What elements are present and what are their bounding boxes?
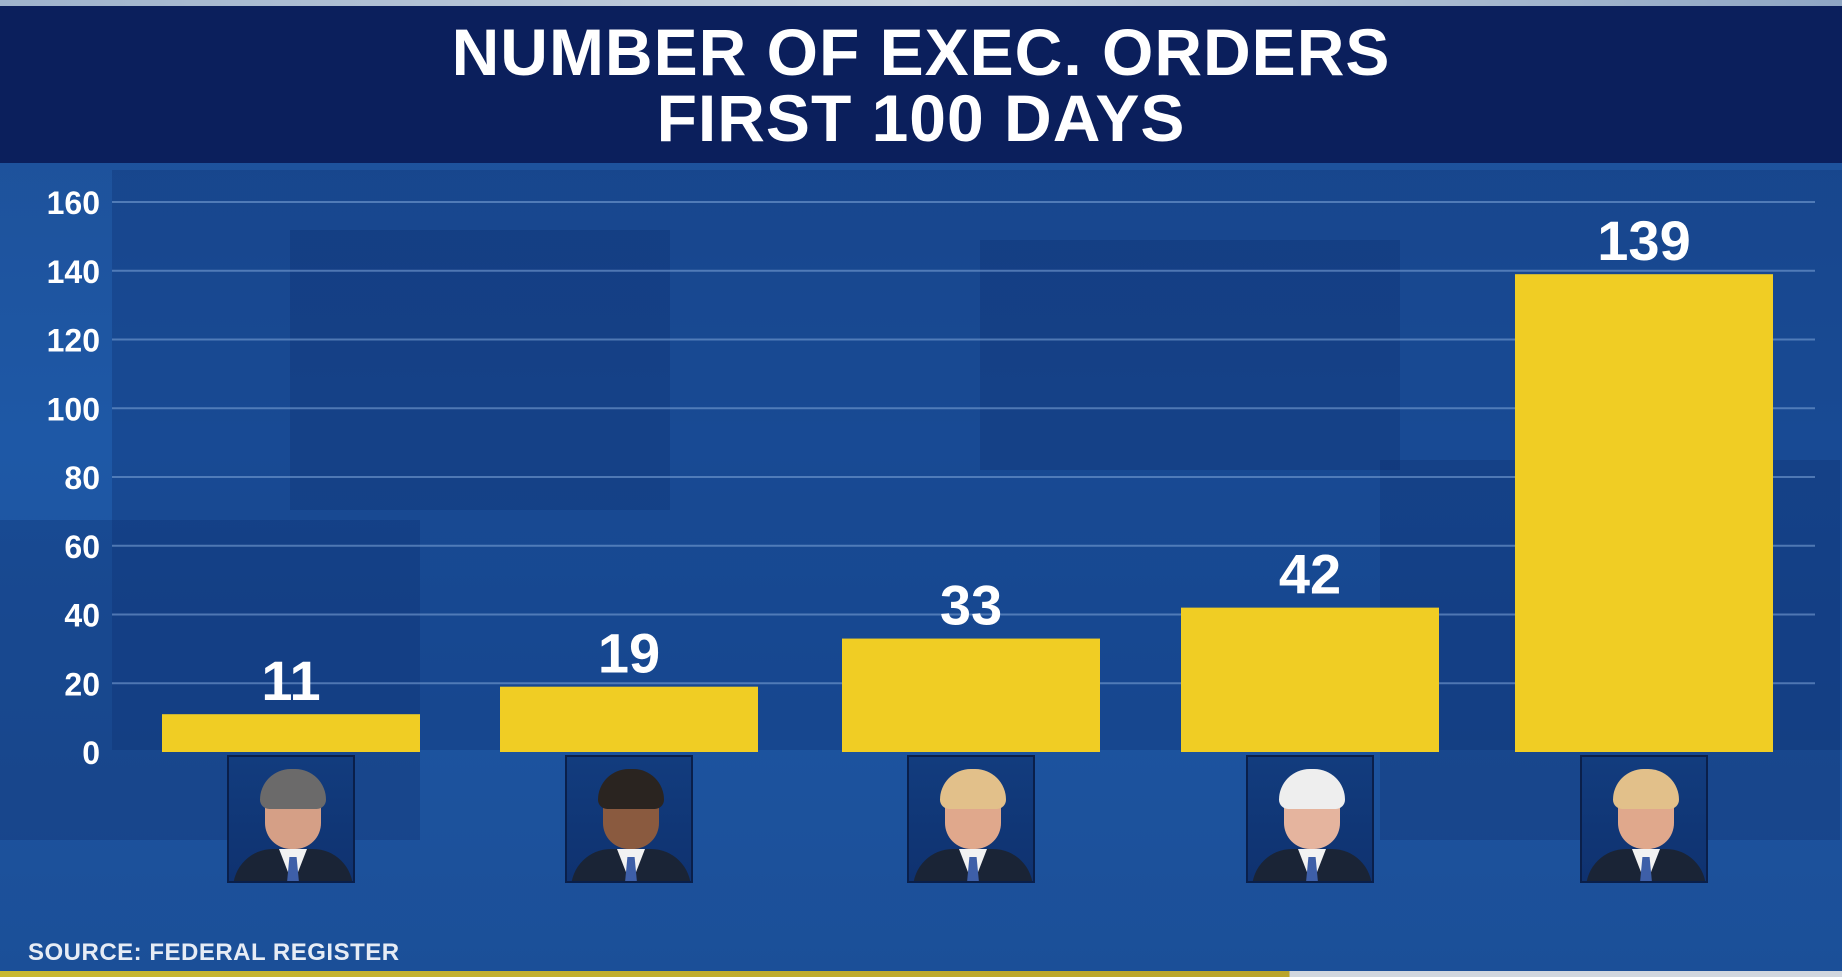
bar xyxy=(1181,607,1439,752)
background-panel xyxy=(290,230,670,510)
data-label: 33 xyxy=(940,574,1002,637)
chart-title-line-1: NUMBER OF EXEC. ORDERS xyxy=(451,14,1391,89)
y-tick-label: 0 xyxy=(82,735,100,771)
president-portrait-1-icon xyxy=(227,755,355,883)
bottom-accent-strip xyxy=(0,971,1842,977)
chart-title-line-2: FIRST 100 DAYS xyxy=(656,80,1186,155)
background-panel xyxy=(980,240,1400,470)
data-label: 11 xyxy=(261,649,320,712)
y-tick-label: 100 xyxy=(47,391,100,427)
y-tick-label: 140 xyxy=(47,254,100,290)
data-label: 19 xyxy=(598,622,660,685)
y-tick-label: 20 xyxy=(64,666,100,702)
president-portrait-5-icon xyxy=(1580,755,1708,883)
data-label: 139 xyxy=(1597,209,1690,272)
y-tick-label: 120 xyxy=(47,323,100,359)
bar xyxy=(500,686,758,752)
president-portrait-3-icon xyxy=(907,755,1035,883)
source-note: SOURCE: FEDERAL REGISTER xyxy=(28,939,400,966)
president-portrait-2-icon xyxy=(565,755,693,883)
bar xyxy=(1515,274,1773,752)
president-portrait-4-icon xyxy=(1246,755,1374,883)
y-tick-label: 40 xyxy=(64,598,100,634)
bar xyxy=(162,714,420,752)
bar xyxy=(842,638,1100,752)
title-banner: NUMBER OF EXEC. ORDERS FIRST 100 DAYS xyxy=(0,6,1842,163)
data-label: 42 xyxy=(1279,543,1341,606)
y-tick-label: 160 xyxy=(47,185,100,221)
top-accent-strip xyxy=(0,0,1842,6)
y-tick-label: 80 xyxy=(64,460,100,496)
y-tick-label: 60 xyxy=(64,529,100,565)
